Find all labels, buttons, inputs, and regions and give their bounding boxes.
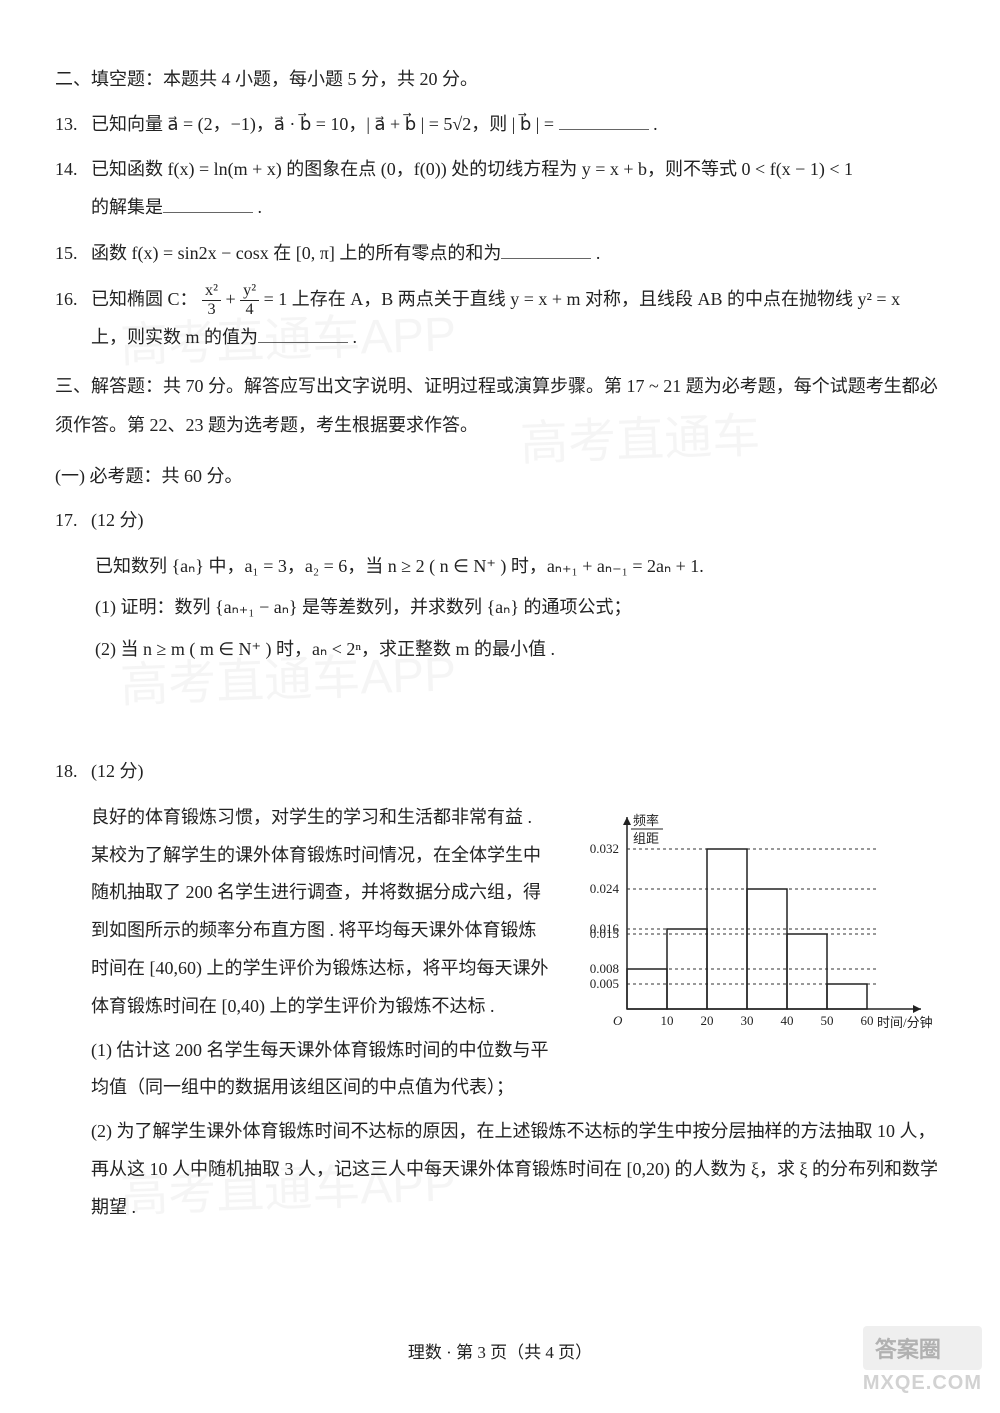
svg-text:0.008: 0.008 — [590, 961, 619, 976]
q15-num: 15. — [55, 235, 91, 273]
svg-text:60: 60 — [861, 1013, 874, 1028]
q17-num: 17. — [55, 502, 91, 540]
q15-body: 函数 f(x) = sin2x − cosx 在 [0, π] 上的所有零点的和… — [91, 235, 945, 273]
svg-text:50: 50 — [821, 1013, 834, 1028]
q18-num: 18. — [55, 753, 91, 791]
q13-blank — [559, 112, 649, 130]
svg-text:时间/分钟: 时间/分钟 — [877, 1015, 933, 1030]
frac-bot: 3 — [202, 301, 221, 319]
histogram-chart: 频率组距时间/分钟O0.0050.0080.0150.0160.0240.032… — [565, 799, 945, 1039]
q16-num: 16. — [55, 281, 91, 357]
watermark-url: MXQE.COM — [863, 1372, 982, 1395]
q17-line1: 已知数列 {aₙ} 中，a₁ = 3，a₂ = 6，当 n ≥ 2 ( n ∈ … — [55, 548, 945, 586]
q18-points: (12 分) — [91, 753, 945, 791]
q16-mid: = 1 上存在 A，B 两点关于直线 y = x + m 对称，且线段 AB 的… — [264, 289, 901, 309]
q18-s1: (1) 估计这 200 名学生每天课外体育锻炼时间的中位数与平均值（同一组中的数… — [91, 1032, 553, 1108]
q15-text: 函数 f(x) = sin2x − cosx 在 [0, π] 上的所有零点的和… — [91, 243, 501, 263]
question-13: 13. 已知向量 a⃗ = (2，−1)，a⃗ · b⃗ = 10，| a⃗ +… — [55, 106, 945, 144]
q18-p1: 良好的体育锻炼习惯，对学生的学习和生活都非常有益 . 某校为了解学生的课外体育锻… — [91, 807, 549, 1016]
q18-content: 良好的体育锻炼习惯，对学生的学习和生活都非常有益 . 某校为了解学生的课外体育锻… — [55, 799, 945, 1227]
svg-text:0.032: 0.032 — [590, 841, 619, 856]
question-14: 14. 已知函数 f(x) = ln(m + x) 的图象在点 (0，f(0))… — [55, 151, 945, 227]
q14-num: 14. — [55, 151, 91, 227]
svg-text:20: 20 — [701, 1013, 714, 1028]
q16-frac1: x²3 — [202, 282, 221, 319]
frac-top: y² — [240, 282, 259, 301]
svg-text:O: O — [613, 1013, 623, 1028]
q16-frac2: y²4 — [240, 282, 259, 319]
section-2-header: 二、填空题：本题共 4 小题，每小题 5 分，共 20 分。 — [55, 60, 945, 100]
svg-text:组距: 组距 — [633, 831, 659, 846]
q13-text: 已知向量 a⃗ = (2，−1)，a⃗ · b⃗ = 10，| a⃗ + b⃗ … — [91, 114, 559, 134]
q17-points: (12 分) — [91, 502, 945, 540]
q13-body: 已知向量 a⃗ = (2，−1)，a⃗ · b⃗ = 10，| a⃗ + b⃗ … — [91, 106, 945, 144]
page-footer: 理数 · 第 3 页（共 4 页） — [0, 1338, 1000, 1363]
q16-blank — [258, 325, 348, 343]
q17-line2: (1) 证明：数列 {aₙ₊₁ − aₙ} 是等差数列，并求数列 {aₙ} 的通… — [55, 589, 945, 627]
svg-text:0.005: 0.005 — [590, 976, 619, 991]
q14-body: 已知函数 f(x) = ln(m + x) 的图象在点 (0，f(0)) 处的切… — [91, 151, 945, 227]
q14-blank — [163, 195, 253, 213]
q13-num: 13. — [55, 106, 91, 144]
frac-top: x² — [202, 282, 221, 301]
svg-text:30: 30 — [741, 1013, 754, 1028]
question-16: 16. 已知椭圆 C： x²3 + y²4 = 1 上存在 A，B 两点关于直线… — [55, 281, 945, 357]
q18-s2: (2) 为了解学生课外体育锻炼时间不达标的原因，在上述锻炼不达标的学生中按分层抽… — [91, 1113, 945, 1226]
watermark-corner: 答案圈 MXQE.COM — [863, 1326, 982, 1395]
svg-text:10: 10 — [661, 1013, 674, 1028]
frac-bot: 4 — [240, 301, 259, 319]
q16-plus: + — [225, 289, 240, 309]
question-17: 17. (12 分) — [55, 502, 945, 540]
q14-line2: 的解集是 — [91, 197, 163, 217]
q17-line3: (2) 当 n ≥ m ( m ∈ N⁺ ) 时，aₙ < 2ⁿ，求正整数 m … — [55, 631, 945, 669]
q16-prefix: 已知椭圆 C： — [91, 289, 198, 309]
q14-line1: 已知函数 f(x) = ln(m + x) 的图象在点 (0，f(0)) 处的切… — [91, 159, 853, 179]
question-18: 18. (12 分) — [55, 753, 945, 791]
svg-text:频率: 频率 — [633, 813, 659, 828]
svg-text:0.024: 0.024 — [590, 881, 620, 896]
q15-blank — [501, 241, 591, 259]
svg-text:40: 40 — [781, 1013, 794, 1028]
subsection-1: (一) 必考题：共 60 分。 — [55, 458, 945, 496]
question-15: 15. 函数 f(x) = sin2x − cosx 在 [0, π] 上的所有… — [55, 235, 945, 273]
q16-body: 已知椭圆 C： x²3 + y²4 = 1 上存在 A，B 两点关于直线 y =… — [91, 281, 945, 357]
svg-text:0.016: 0.016 — [590, 921, 620, 936]
watermark-box: 答案圈 — [863, 1326, 982, 1370]
q16-line2: 上，则实数 m 的值为 — [91, 327, 258, 347]
section-3-header: 三、解答题：共 70 分。解答应写出文字说明、证明过程或演算步骤。第 17 ~ … — [55, 367, 945, 446]
